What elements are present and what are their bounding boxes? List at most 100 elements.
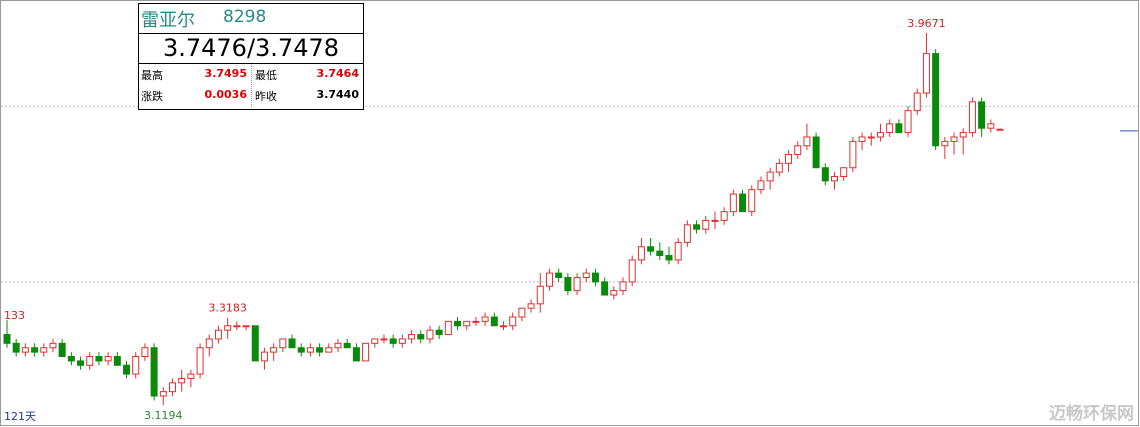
candle-body: [775, 162, 783, 173]
candle-body: [564, 276, 572, 292]
candle-body: [500, 325, 507, 328]
candle-body: [58, 342, 66, 358]
stat-label: 昨收: [255, 90, 277, 103]
candle-body: [472, 320, 480, 323]
candle-body: [665, 255, 673, 261]
candle-body: [821, 167, 829, 182]
candle-body: [748, 189, 756, 213]
candle-body: [242, 325, 250, 328]
candle-body: [876, 132, 884, 138]
candle-body: [720, 211, 728, 221]
name: 雷亚尔: [141, 10, 195, 31]
candle-body: [674, 241, 682, 261]
candle-body: [104, 356, 112, 362]
candle-body: [637, 246, 645, 261]
candle-body: [941, 140, 949, 147]
candle-body: [794, 145, 802, 156]
candle-body: [895, 123, 903, 134]
candle-body: [619, 281, 627, 292]
candle-body: [867, 136, 875, 139]
info-box: 雷亚尔 8298 3.7476/3.7478 最高 3.7495 最低 3.74…: [138, 3, 364, 110]
candle-body: [408, 334, 416, 340]
candle-body: [12, 342, 20, 353]
candle-body: [463, 320, 471, 327]
candle-body: [123, 364, 131, 375]
stat-value: 3.7495: [204, 67, 247, 80]
candle-body: [316, 347, 324, 353]
candle-body: [31, 347, 39, 353]
candle-body: [178, 377, 186, 384]
candle-body: [959, 132, 967, 138]
candle-body: [536, 285, 544, 305]
stat-value: 0.0036: [204, 88, 247, 101]
candle-body: [233, 325, 241, 328]
candle-body: [739, 193, 747, 213]
candle-body: [591, 272, 599, 283]
candle-body: [454, 320, 462, 327]
candle-body: [251, 325, 259, 362]
candle-body: [886, 123, 894, 134]
candle-body: [950, 136, 958, 142]
candle-body: [647, 246, 655, 252]
annotation: 3.3183: [208, 302, 247, 315]
candle-body: [187, 373, 195, 379]
stat-label: 涨跌: [141, 90, 163, 103]
candle-body: [95, 356, 103, 362]
candle-body: [3, 334, 11, 344]
candle-body: [417, 334, 425, 340]
candle-body: [913, 92, 921, 112]
candle-body: [490, 316, 498, 327]
candle-body: [214, 329, 222, 340]
candle-body: [141, 347, 149, 358]
candle-body: [260, 351, 268, 362]
candle-body: [996, 128, 1004, 131]
candle-body: [352, 347, 360, 362]
candle-body: [481, 316, 489, 322]
candle-body: [702, 219, 710, 230]
candle-body: [86, 356, 94, 366]
period: 121天: [4, 410, 36, 423]
candle-body: [21, 347, 29, 353]
candle-body: [371, 338, 379, 344]
stat-value: 3.7464: [316, 67, 359, 80]
watermark: 迈畅环保网: [1049, 403, 1134, 424]
candle-body: [858, 136, 866, 142]
candle-body: [426, 329, 434, 340]
candle-body: [343, 342, 351, 349]
candle-body: [77, 360, 85, 366]
candle-body: [812, 136, 820, 169]
candle-body: [628, 259, 636, 283]
candle-body: [904, 110, 912, 134]
candle-body: [803, 136, 811, 147]
candle-body: [113, 356, 121, 366]
candle-body: [729, 193, 737, 213]
candle-body: [849, 140, 857, 169]
candle-body: [831, 175, 838, 182]
candle-body: [67, 356, 75, 362]
candle-body: [444, 320, 452, 336]
left-label: 133: [4, 309, 25, 322]
candle-body: [601, 281, 609, 296]
candle-body: [270, 347, 278, 353]
annotation: 3.1194: [144, 409, 183, 422]
candle-body: [288, 338, 296, 349]
candle-body: [435, 329, 443, 336]
candle-body: [159, 391, 167, 397]
candle-body: [582, 272, 590, 278]
candle-body: [785, 154, 793, 164]
candle-body: [49, 342, 57, 349]
candle-body: [518, 307, 526, 318]
candle-body: [766, 171, 774, 182]
candle-body: [545, 272, 553, 287]
candle-body: [224, 325, 232, 331]
candle-body: [169, 382, 176, 393]
candle-body: [334, 342, 342, 349]
candle-body: [757, 180, 765, 191]
annotation: 3.9671: [907, 17, 946, 30]
candle-body: [150, 347, 158, 397]
candle-body: [922, 53, 930, 94]
candle-body: [380, 338, 388, 341]
